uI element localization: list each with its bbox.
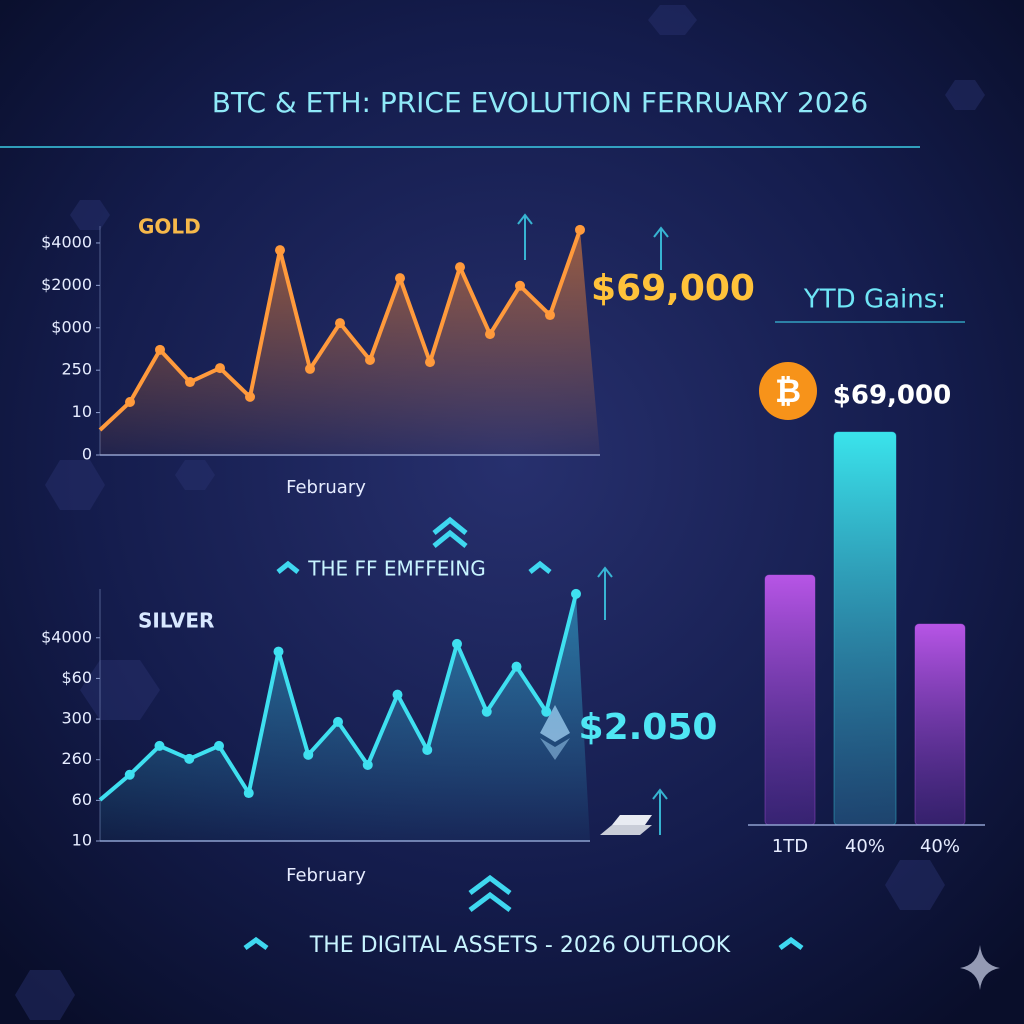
- bar: [833, 431, 897, 826]
- point: [124, 769, 135, 780]
- point: [515, 280, 525, 291]
- y-tick-label: $000: [51, 317, 92, 336]
- banner: THE FF EMFFEING: [307, 557, 486, 581]
- point: [333, 716, 343, 727]
- annotation: $69,000: [833, 381, 951, 411]
- x-tick-label: 1TD: [772, 836, 808, 857]
- chart-title: YTD Gains:: [803, 285, 946, 315]
- point: [303, 749, 314, 760]
- y-tick-label: 250: [61, 360, 92, 379]
- annotation: $69,000: [591, 268, 755, 309]
- title: BTC & ETH: PRICE EVOLUTION FERRUARY 2026: [212, 86, 868, 119]
- sparkle: [960, 945, 1000, 990]
- x-tick-label: 40%: [845, 836, 885, 857]
- point: [452, 638, 462, 649]
- point: [541, 706, 552, 717]
- x-tick-label: 40%: [920, 836, 960, 857]
- point: [243, 788, 254, 799]
- point: [155, 344, 165, 355]
- bitcoin-icon: ₿: [759, 362, 817, 420]
- point: [275, 245, 285, 256]
- svg-text:₿: ₿: [775, 372, 801, 410]
- bar: [764, 574, 816, 826]
- point: [392, 689, 403, 700]
- point: [485, 329, 495, 340]
- point: [575, 224, 585, 235]
- chart-title: GOLD: [138, 215, 201, 239]
- point: [335, 318, 345, 329]
- x-axis-label: February: [286, 865, 366, 886]
- point: [273, 646, 284, 657]
- bar: [914, 623, 966, 826]
- y-tick-label: 10: [72, 402, 92, 421]
- point: [455, 262, 465, 273]
- point: [545, 310, 555, 321]
- y-tick-label: $2000: [41, 275, 92, 294]
- silver-bars-icon: [600, 815, 652, 835]
- point: [511, 661, 522, 672]
- point: [481, 706, 492, 717]
- annotation: $2.050: [579, 707, 718, 748]
- chevrons: [243, 516, 804, 951]
- point: [184, 753, 195, 764]
- point: [365, 355, 375, 366]
- y-tick-label: $60: [61, 668, 92, 687]
- y-tick-label: $4000: [41, 627, 92, 646]
- point: [185, 377, 195, 388]
- point: [362, 759, 373, 770]
- y-tick-label: 60: [72, 790, 92, 809]
- point: [154, 740, 165, 751]
- y-tick-label: $4000: [41, 232, 92, 251]
- chart-title: SILVER: [138, 609, 214, 633]
- point: [125, 396, 135, 407]
- y-tick-label: 0: [82, 445, 92, 464]
- x-axis-label: February: [286, 477, 366, 498]
- point: [571, 588, 581, 599]
- point: [305, 363, 315, 374]
- y-tick-label: 10: [72, 831, 92, 850]
- up-arrows: [517, 213, 669, 835]
- area: [100, 593, 590, 841]
- point: [422, 744, 433, 755]
- banner: THE DIGITAL ASSETS - 2026 OUTLOOK: [309, 933, 731, 958]
- point: [425, 357, 435, 368]
- point: [215, 363, 225, 374]
- y-tick-label: 300: [61, 709, 92, 728]
- point: [214, 740, 224, 751]
- area: [100, 229, 600, 455]
- y-tick-label: 260: [61, 749, 92, 768]
- point: [395, 273, 405, 284]
- point: [245, 391, 255, 402]
